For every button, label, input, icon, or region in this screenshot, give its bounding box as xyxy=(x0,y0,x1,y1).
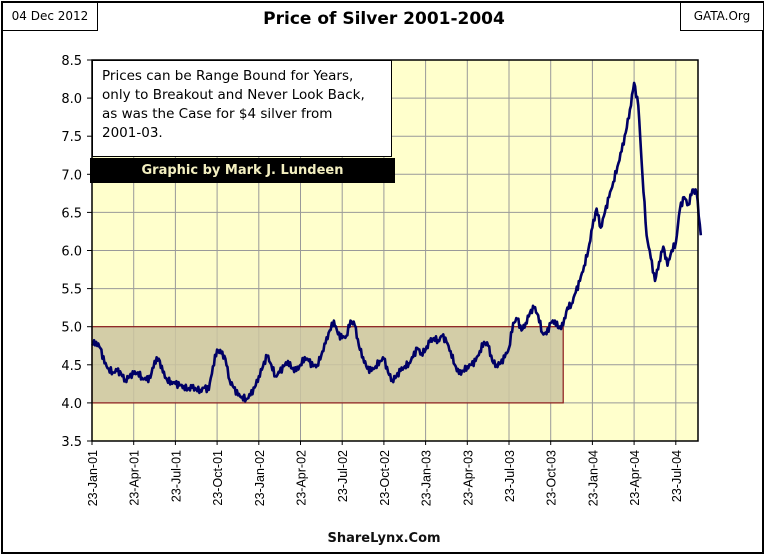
x-tick-label: 23-Apr-02 xyxy=(295,450,309,506)
series-line-silver-price xyxy=(91,81,703,403)
y-tick-label: 6.0 xyxy=(61,245,82,260)
plot-border xyxy=(91,59,699,442)
x-tick-label: 23-Jan-04 xyxy=(586,450,600,506)
x-axis: 23-Jan-01 23-Apr-01 23-Jul-01 23-Oct-01 23-J… xyxy=(86,441,684,506)
annotation-line: only to Breakout and Never Look Back, xyxy=(102,87,365,103)
x-tick-label: 23-Apr-03 xyxy=(461,450,475,506)
y-tick-label: 5.0 xyxy=(61,321,82,336)
x-tick-label: 23-Jul-01 xyxy=(169,450,183,502)
y-tick-label: 7.5 xyxy=(61,130,82,145)
chart-title: Price of Silver 2001-2004 xyxy=(263,9,505,29)
x-tick-label: 23-Jul-04 xyxy=(670,450,684,502)
x-tick-label: 23-Jan-03 xyxy=(420,450,434,506)
date-label: 04 Dec 2012 xyxy=(3,3,98,31)
y-tick-label: 4.5 xyxy=(61,359,82,374)
annotation-line: as was the Case for $4 silver from xyxy=(102,106,333,122)
x-tick-label: 23-Jul-03 xyxy=(503,450,517,502)
x-tick-label: 23-Apr-01 xyxy=(128,450,142,506)
y-tick-label: 8.0 xyxy=(61,92,82,107)
y-axis: 3.5 4.0 4.5 5.0 5.5 6.0 6.5 7.0 7.5 8.0 8.5 xyxy=(61,54,92,450)
y-tick-label: 8.5 xyxy=(61,54,82,69)
footer-credit: ShareLynx.Com xyxy=(327,531,441,546)
x-tick-label: 23-Oct-02 xyxy=(378,450,392,506)
graphic-credit: Graphic by Mark J. Lundeen xyxy=(90,158,395,183)
y-tick-label: 5.5 xyxy=(61,283,82,298)
y-tick-label: 3.5 xyxy=(61,435,82,450)
x-tick-label: 23-Apr-04 xyxy=(628,450,642,506)
y-tick-label: 7.0 xyxy=(61,168,82,183)
y-tick-label: 6.5 xyxy=(61,206,82,221)
y-tick-label: 4.0 xyxy=(61,397,82,412)
x-tick-label: 23-Oct-03 xyxy=(545,450,559,506)
x-tick-label: 23-Jan-01 xyxy=(86,450,100,506)
annotation-box: Prices can be Range Bound for Years, onl… xyxy=(92,60,392,157)
x-tick-label: 23-Jul-02 xyxy=(336,450,350,502)
annotation-line: 2001-03. xyxy=(102,125,163,141)
source-tag: GATA.Org xyxy=(680,3,763,31)
x-tick-label: 23-Oct-01 xyxy=(211,450,225,506)
x-tick-label: 23-Jan-02 xyxy=(253,450,267,506)
annotation-line: Prices can be Range Bound for Years, xyxy=(102,68,354,84)
